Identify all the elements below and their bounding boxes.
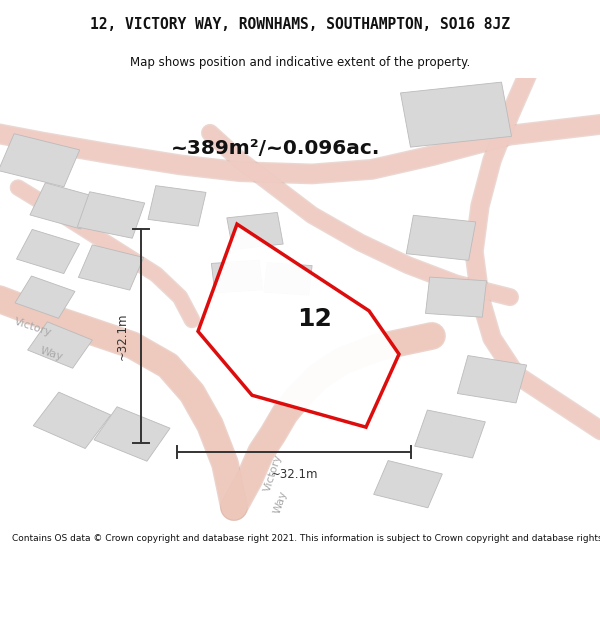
Text: Contains OS data © Crown copyright and database right 2021. This information is : Contains OS data © Crown copyright and d… (12, 534, 600, 543)
Text: ~32.1m: ~32.1m (115, 312, 128, 359)
Text: 12: 12 (298, 308, 332, 331)
Polygon shape (415, 410, 485, 458)
Polygon shape (33, 392, 111, 449)
Polygon shape (0, 134, 80, 187)
Text: Way: Way (38, 346, 64, 362)
Polygon shape (15, 276, 75, 318)
Text: ~32.1m: ~32.1m (270, 468, 318, 481)
Polygon shape (30, 182, 96, 229)
Text: Map shows position and indicative extent of the property.: Map shows position and indicative extent… (130, 56, 470, 69)
Polygon shape (28, 322, 92, 368)
Polygon shape (94, 407, 170, 461)
Polygon shape (374, 461, 442, 508)
Polygon shape (77, 192, 145, 238)
Text: Victory: Victory (13, 316, 53, 338)
Text: Victory: Victory (262, 452, 284, 493)
Text: Way: Way (272, 489, 289, 515)
Polygon shape (227, 213, 283, 249)
Text: ~389m²/~0.096ac.: ~389m²/~0.096ac. (172, 139, 380, 158)
Polygon shape (400, 82, 512, 147)
Polygon shape (211, 260, 263, 293)
Polygon shape (406, 215, 476, 261)
Polygon shape (148, 186, 206, 226)
Polygon shape (425, 277, 487, 318)
Polygon shape (264, 262, 312, 295)
Polygon shape (16, 229, 80, 274)
Polygon shape (198, 224, 399, 427)
Polygon shape (457, 356, 527, 403)
Text: 12, VICTORY WAY, ROWNHAMS, SOUTHAMPTON, SO16 8JZ: 12, VICTORY WAY, ROWNHAMS, SOUTHAMPTON, … (90, 17, 510, 32)
Polygon shape (79, 245, 143, 290)
